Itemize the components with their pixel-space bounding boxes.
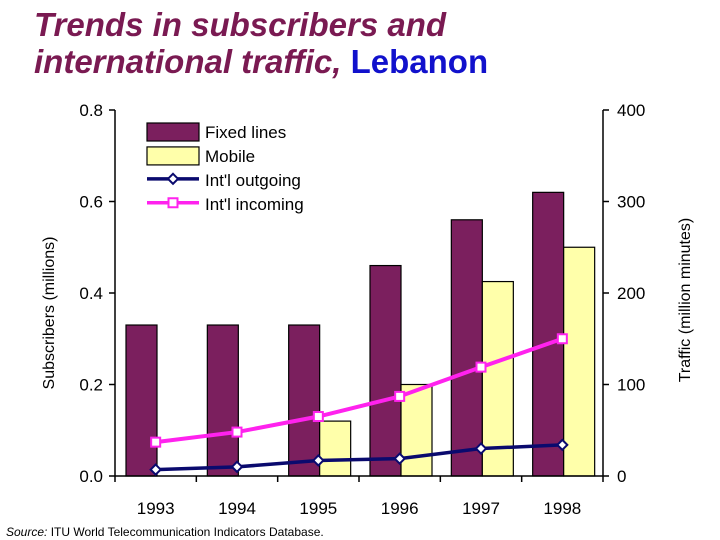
x-tick-label-1994: 1994 bbox=[218, 499, 256, 518]
chart-title: Trends in subscribers and international … bbox=[34, 6, 694, 80]
left-tick-label: 0.4 bbox=[79, 284, 103, 303]
subscribers-traffic-chart: 0.0 0.2 0.4 0.6 0.8 0 100 200 300 400 1993 1994 1995… bbox=[41, 101, 694, 518]
line-int-l-incoming bbox=[155, 336, 563, 445]
legend-swatch-mobile bbox=[146, 146, 200, 166]
bar-fixed-lines-1993 bbox=[125, 324, 158, 477]
title-line-2-prefix: international traffic, bbox=[34, 43, 351, 80]
left-tick-label: 0.0 bbox=[79, 467, 103, 486]
point-int-l-incoming-1995 bbox=[312, 411, 324, 423]
title-country: Lebanon bbox=[350, 43, 489, 80]
legend-swatch-fixed-lines bbox=[146, 122, 200, 142]
left-tick-label: 0.2 bbox=[79, 376, 103, 395]
x-tick-label-1998: 1998 bbox=[543, 499, 581, 518]
point-int-l-incoming-1994 bbox=[231, 426, 243, 438]
point-int-l-outgoing-1998 bbox=[555, 438, 569, 452]
bar-mobile-1996 bbox=[400, 383, 433, 477]
legend-marker-int-l-incoming bbox=[167, 197, 179, 209]
point-int-l-outgoing-1995 bbox=[311, 454, 325, 467]
legend-label-fixed-lines: Fixed lines bbox=[205, 123, 286, 142]
x-tick-label-1996: 1996 bbox=[381, 499, 419, 518]
x-tick-label-1993: 1993 bbox=[137, 499, 175, 518]
legend-label-mobile: Mobile bbox=[205, 147, 255, 166]
point-int-l-incoming-1997 bbox=[475, 361, 487, 373]
right-tick-label: 100 bbox=[617, 376, 645, 395]
right-tick-label: 300 bbox=[617, 193, 645, 212]
source-note: Source: ITU World Telecommunication Indi… bbox=[6, 525, 324, 539]
point-int-l-incoming-1993 bbox=[150, 436, 162, 448]
left-tick-label: 0.8 bbox=[79, 101, 103, 120]
point-int-l-incoming-1998 bbox=[556, 333, 568, 345]
bar-mobile-1995 bbox=[319, 420, 352, 477]
legend-marker-int-l-outgoing bbox=[166, 172, 180, 186]
bar-fixed-lines-1996 bbox=[369, 264, 402, 477]
bar-fixed-lines-1994 bbox=[206, 324, 239, 477]
right-tick-label: 200 bbox=[617, 284, 645, 303]
point-int-l-outgoing-1996 bbox=[393, 452, 407, 466]
point-int-l-incoming-1996 bbox=[394, 390, 406, 402]
legend-label-int-l-incoming: Int'l incoming bbox=[205, 195, 304, 214]
source-text: ITU World Telecommunication Indicators D… bbox=[47, 525, 324, 539]
line-int-l-outgoing bbox=[155, 443, 563, 472]
point-int-l-outgoing-1994 bbox=[230, 460, 244, 474]
right-tick-label: 0 bbox=[617, 467, 626, 486]
title-line-1: Trends in subscribers and bbox=[34, 6, 447, 43]
point-int-l-outgoing-1997 bbox=[474, 442, 488, 455]
point-int-l-outgoing-1993 bbox=[149, 463, 163, 477]
source-label: Source: bbox=[6, 525, 48, 539]
right-tick-label: 400 bbox=[617, 101, 645, 120]
bar-fixed-lines-1997 bbox=[450, 219, 483, 477]
x-tick-label-1997: 1997 bbox=[462, 499, 500, 518]
y-axis-left-title: Subscribers (millions) bbox=[41, 237, 58, 390]
y-axis-right-title: Traffic (million minutes) bbox=[677, 218, 694, 382]
bar-mobile-1998 bbox=[563, 246, 596, 477]
left-tick-label: 0.6 bbox=[79, 193, 103, 212]
bar-fixed-lines-1995 bbox=[288, 324, 321, 477]
legend-label-int-l-outgoing: Int'l outgoing bbox=[205, 171, 301, 190]
x-tick-label-1995: 1995 bbox=[299, 499, 337, 518]
